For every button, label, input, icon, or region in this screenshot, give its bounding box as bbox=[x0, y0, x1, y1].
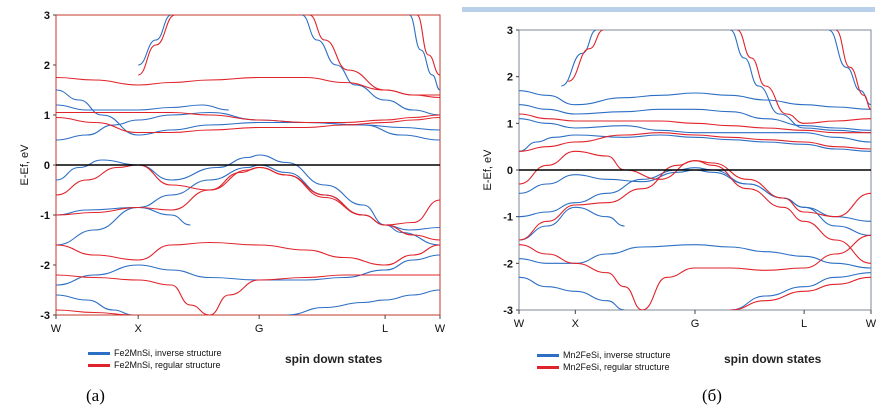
chart-a-band-15 bbox=[56, 164, 440, 226]
chart-a-band-9 bbox=[138, 15, 172, 66]
band-chart-b: W X G L W 3 2 1 0 -1 -2 -3 E-Ef, eV Mn2FeSi, inverse… bbox=[447, 0, 877, 410]
chart-b-ytick-label-3: 0 bbox=[507, 165, 513, 177]
legend-a-label-inverse: Fe2MnSi, inverse structure bbox=[114, 348, 222, 358]
chart-b-band-17 bbox=[519, 244, 643, 310]
chart-b-band-18 bbox=[642, 234, 871, 310]
chart-a-band-12 bbox=[56, 76, 440, 99]
chart-b-band-3 bbox=[519, 134, 871, 152]
legend-b-swatch-blue bbox=[537, 353, 559, 357]
legend-b-label-regular: Mn2FeSi, regular structure bbox=[563, 362, 670, 372]
chart-b-series-group bbox=[519, 30, 871, 310]
legend-b-label-inverse: Mn2FeSi, inverse structure bbox=[563, 350, 671, 360]
chart-a-band-10 bbox=[301, 15, 440, 116]
chart-a-band-17 bbox=[56, 241, 440, 266]
chart-b-band-13 bbox=[519, 113, 871, 134]
chart-b-band-9 bbox=[730, 272, 871, 310]
chart-b-ytick-label-5: -2 bbox=[503, 258, 513, 270]
chart-b-band-6 bbox=[519, 206, 625, 241]
band-chart-b-svg: W X G L W 3 2 1 0 -1 -2 -3 E-Ef, eV bbox=[482, 25, 877, 330]
chart-b-band-7 bbox=[519, 244, 871, 269]
legend-a-swatch-red bbox=[88, 363, 110, 367]
legend-b-swatch-red bbox=[537, 365, 559, 369]
chart-a-band-6 bbox=[56, 254, 440, 286]
chart-a-band-20 bbox=[56, 309, 133, 315]
chart-b-ytick-label-4: -1 bbox=[503, 212, 513, 224]
legend-a-item-inverse: Fe2MnSi, inverse structure bbox=[88, 347, 222, 359]
annotation-b: spin down states bbox=[724, 352, 822, 366]
annotation-a: spin down states bbox=[285, 352, 383, 366]
chart-a-ytick-label-3: 0 bbox=[44, 160, 50, 172]
legend-b: Mn2FeSi, inverse structure Mn2FeSi, regu… bbox=[537, 349, 671, 373]
chart-b-band-0 bbox=[519, 90, 871, 110]
chart-b-band-5 bbox=[519, 167, 871, 236]
chart-b-band-10 bbox=[561, 30, 597, 87]
chart-b-xtick-label-3: L bbox=[801, 318, 807, 330]
band-chart-a: W X G L W 3 2 1 0 -1 -2 -3 E-Ef, eV Fe2MnSi, inverse… bbox=[19, 10, 446, 405]
chart-b-ytick-label-6: -3 bbox=[503, 305, 513, 317]
legend-b-item-regular: Mn2FeSi, regular structure bbox=[537, 361, 671, 373]
chart-a-band-16 bbox=[56, 166, 440, 241]
chart-b-band-19 bbox=[730, 276, 871, 310]
chart-a-band-1 bbox=[56, 104, 229, 111]
chart-b-band-16 bbox=[519, 160, 871, 264]
band-chart-a-svg: W X G L W 3 2 1 0 -1 -2 -3 E-Ef, eV bbox=[19, 10, 446, 335]
chart-a-ytick-label-5: -2 bbox=[40, 260, 50, 272]
chart-a-band-7 bbox=[56, 294, 133, 315]
legend-b-item-inverse: Mn2FeSi, inverse structure bbox=[537, 349, 671, 361]
chart-a-band-18 bbox=[56, 274, 210, 315]
chart-a-xtick-label-0: W bbox=[51, 323, 62, 335]
chart-b-band-21 bbox=[737, 30, 871, 124]
chart-a-xtick-label-2: G bbox=[255, 323, 264, 335]
caption-a: (a) bbox=[86, 386, 105, 405]
chart-b-ylabel: E-Ef, eV bbox=[482, 149, 494, 191]
legend-a-label-regular: Fe2MnSi, regular structure bbox=[114, 360, 221, 370]
chart-a-band-0 bbox=[56, 89, 440, 136]
chart-b-xtick-label-1: X bbox=[572, 318, 580, 330]
chart-b-band-20 bbox=[568, 30, 604, 82]
chart-a-band-19 bbox=[209, 274, 440, 315]
chart-b-band-8 bbox=[519, 276, 625, 310]
chart-b-band-1 bbox=[519, 104, 871, 131]
caption-b: (б) bbox=[702, 386, 722, 405]
chart-b-band-22 bbox=[835, 30, 871, 110]
chart-b-band-11 bbox=[729, 30, 871, 134]
chart-b-band-2 bbox=[519, 118, 871, 143]
chart-a-xtick-label-3: L bbox=[382, 323, 388, 335]
chart-a-xtick-label-4: W bbox=[435, 323, 446, 335]
chart-a-series-group bbox=[56, 15, 440, 315]
top-decoration-bar bbox=[462, 7, 875, 12]
chart-a-ytick-label-1: 2 bbox=[44, 60, 50, 72]
chart-a-ytick-label-2: 1 bbox=[44, 110, 50, 122]
chart-a-band-11 bbox=[408, 15, 440, 91]
chart-a-band-3 bbox=[56, 154, 440, 246]
chart-a-ytick-label-0: 3 bbox=[44, 10, 50, 22]
chart-a-ytick-label-6: -3 bbox=[40, 310, 50, 322]
chart-b-ytick-label-0: 3 bbox=[507, 25, 513, 37]
chart-a-ytick-label-4: -1 bbox=[40, 210, 50, 222]
chart-b-ytick-label-2: 1 bbox=[507, 118, 513, 130]
chart-a-band-23 bbox=[416, 15, 440, 76]
chart-b-xtick-label-0: W bbox=[514, 318, 525, 330]
legend-a-item-regular: Fe2MnSi, regular structure bbox=[88, 359, 222, 371]
chart-a-band-13 bbox=[56, 111, 440, 124]
chart-b-xtick-label-2: G bbox=[691, 318, 700, 330]
chart-a-band-4 bbox=[56, 164, 440, 231]
chart-a-ylabel: E-Ef, eV bbox=[19, 144, 31, 186]
chart-a-band-8 bbox=[286, 289, 440, 315]
chart-a-xtick-label-1: X bbox=[135, 323, 143, 335]
chart-a-band-22 bbox=[309, 15, 440, 96]
chart-a-band-14 bbox=[56, 116, 440, 134]
chart-a-band-21 bbox=[137, 15, 176, 76]
legend-a: Fe2MnSi, inverse structure Fe2MnSi, regu… bbox=[88, 347, 222, 371]
chart-a-band-2 bbox=[56, 111, 440, 141]
legend-a-swatch-blue bbox=[88, 351, 110, 355]
chart-b-band-14 bbox=[519, 132, 871, 152]
chart-b-xtick-label-4: W bbox=[866, 318, 877, 330]
chart-b-ytick-label-1: 2 bbox=[507, 72, 513, 84]
